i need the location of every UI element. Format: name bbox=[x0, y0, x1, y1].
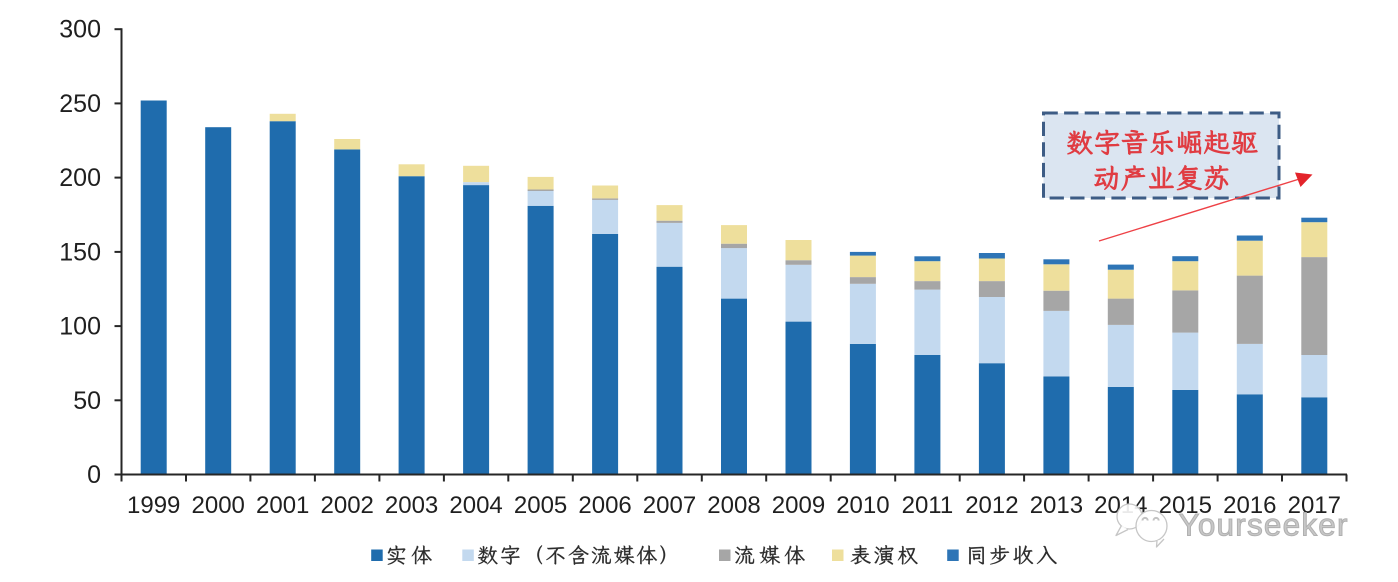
svg-text:100: 100 bbox=[59, 313, 101, 341]
svg-text:250: 250 bbox=[59, 90, 101, 118]
svg-text:1999: 1999 bbox=[127, 492, 180, 519]
svg-text:2012: 2012 bbox=[965, 492, 1018, 519]
svg-text:2004: 2004 bbox=[449, 492, 502, 519]
svg-text:2011: 2011 bbox=[902, 492, 954, 519]
svg-text:2006: 2006 bbox=[578, 492, 631, 519]
svg-text:2002: 2002 bbox=[321, 492, 374, 519]
svg-text:150: 150 bbox=[59, 238, 101, 266]
svg-text:Yourseeker: Yourseeker bbox=[1179, 507, 1349, 543]
svg-text:2008: 2008 bbox=[707, 492, 760, 519]
svg-text:2001: 2001 bbox=[256, 492, 309, 519]
svg-text:2003: 2003 bbox=[385, 492, 438, 519]
svg-text:2005: 2005 bbox=[514, 492, 567, 519]
svg-text:2010: 2010 bbox=[836, 492, 889, 519]
svg-text:0: 0 bbox=[87, 461, 101, 489]
svg-text:300: 300 bbox=[59, 16, 101, 44]
svg-text:50: 50 bbox=[73, 387, 101, 415]
svg-text:200: 200 bbox=[59, 164, 101, 192]
svg-text:2015: 2015 bbox=[1159, 492, 1212, 519]
svg-text:2016: 2016 bbox=[1223, 492, 1276, 519]
svg-text:2007: 2007 bbox=[643, 492, 696, 519]
svg-text:2009: 2009 bbox=[772, 492, 825, 519]
svg-text:2017: 2017 bbox=[1288, 492, 1341, 519]
svg-text:2013: 2013 bbox=[1030, 492, 1083, 519]
svg-text:2000: 2000 bbox=[192, 492, 245, 519]
